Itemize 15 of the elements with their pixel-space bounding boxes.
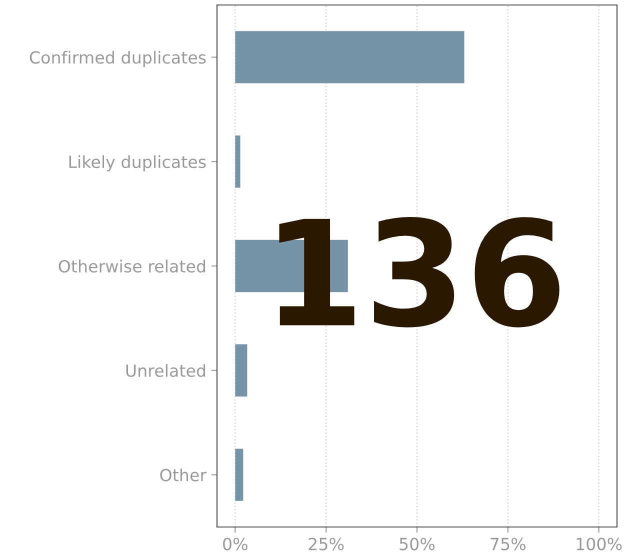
bar: [235, 448, 244, 501]
y-tick-label: Otherwise related: [58, 260, 206, 273]
x-tick-label: 25%: [308, 538, 344, 550]
annotation: 136: [279, 217, 560, 328]
y-tick-label: Confirmed duplicates: [30, 50, 206, 67]
bar: [235, 136, 240, 188]
y-tick-label: Other: [160, 468, 207, 482]
x-tick-label: 75%: [490, 538, 526, 550]
x-tick-label: 50%: [400, 538, 435, 550]
x-tick-label: 0%: [223, 538, 248, 550]
bar: [235, 344, 248, 396]
y-tick-label: Likely duplicates: [69, 155, 206, 172]
y-tick-label: Unrelated: [126, 364, 206, 377]
x-tick-label: 100%: [576, 538, 622, 550]
bar: [235, 31, 464, 84]
